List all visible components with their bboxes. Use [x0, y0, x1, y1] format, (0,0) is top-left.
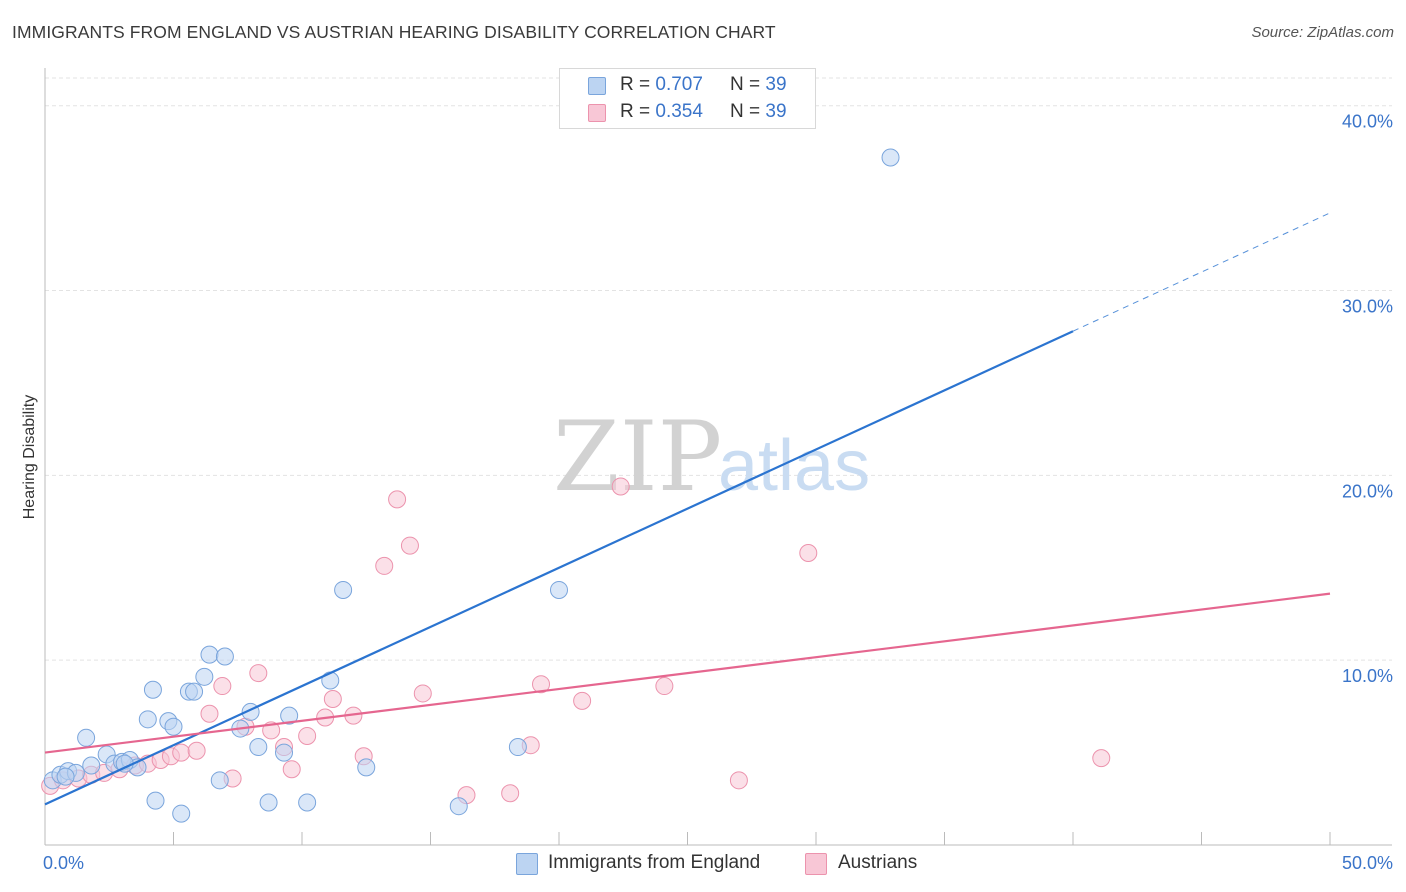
data-point-austrians: [213, 677, 232, 696]
data-point-austrians: [282, 760, 301, 779]
data-point-england: [550, 580, 568, 599]
data-point-austrians: [532, 675, 551, 694]
data-point-austrians: [375, 556, 394, 575]
watermark-atlas: atlas: [718, 426, 870, 506]
legend-label-england: Immigrants from England: [548, 852, 761, 873]
data-point-austrians: [799, 543, 818, 562]
n-label: N =: [730, 74, 766, 95]
watermark-zip: ZIP: [553, 401, 722, 513]
data-point-england: [508, 738, 527, 757]
data-point-england: [215, 647, 234, 666]
r-value: 0.707: [655, 74, 703, 95]
data-point-england: [275, 743, 294, 762]
y-tick-label: 30.0%: [1342, 297, 1393, 317]
legend-r-england: R = 0.707: [620, 74, 703, 96]
data-point-austrians: [400, 536, 419, 555]
data-point-england: [143, 680, 162, 699]
data-point-england: [172, 804, 191, 823]
trend-line-england: [44, 330, 1074, 806]
data-point-england: [77, 728, 96, 747]
data-point-england: [146, 791, 165, 810]
n-value: 39: [765, 74, 787, 95]
data-point-england: [881, 148, 900, 167]
x-tick-label: 0.0%: [43, 853, 84, 873]
data-point-england: [82, 756, 101, 775]
data-point-england: [357, 758, 376, 777]
data-point-austrians: [729, 771, 748, 790]
r-value: 0.354: [655, 101, 703, 122]
data-point-austrians: [200, 704, 219, 723]
data-point-austrians: [249, 664, 268, 683]
y-axis-label: Hearing Disability: [21, 395, 38, 520]
data-point-austrians: [573, 691, 592, 710]
legend-label-austrians: Austrians: [838, 852, 918, 873]
watermark: ZIP atlas: [553, 401, 870, 513]
legend-row-austrians: R = 0.354 N = 39: [560, 101, 815, 125]
legend-swatch-pink: [588, 104, 606, 122]
grid-lines: [45, 77, 1392, 661]
data-point-austrians: [1092, 749, 1111, 768]
source-credit: Source: ZipAtlas.com: [1251, 24, 1394, 41]
data-point-england: [200, 645, 219, 664]
data-point-england: [249, 738, 268, 757]
data-point-england: [449, 797, 468, 816]
data-point-austrians: [501, 784, 520, 803]
correlation-legend: R = 0.707 N = 39 R = 0.354 N = 39: [559, 68, 816, 129]
legend-row-england: R = 0.707 N = 39: [560, 74, 815, 98]
n-label: N =: [730, 101, 766, 122]
data-point-austrians: [298, 726, 317, 745]
axes: [44, 68, 1392, 846]
legend-swatch-blue: [588, 77, 606, 95]
data-point-england: [334, 580, 353, 599]
data-point-england: [56, 767, 75, 786]
data-point-austrians: [172, 743, 191, 762]
legend-r-austrians: R = 0.354: [620, 101, 703, 123]
n-value: 39: [765, 101, 787, 122]
data-point-austrians: [611, 477, 630, 496]
data-point-england: [185, 682, 204, 701]
legend-swatch-pink: [805, 853, 827, 875]
data-point-england: [321, 671, 340, 690]
data-point-england: [259, 793, 278, 812]
legend-n-austrians: N = 39: [730, 101, 787, 123]
y-tick-label: 20.0%: [1342, 481, 1393, 501]
data-point-england: [298, 793, 317, 812]
tick-labels: 10.0% 20.0% 30.0% 40.0% 0.0% 50.0%: [43, 112, 1393, 873]
legend-n-england: N = 39: [730, 74, 787, 96]
trend-line-england-extension: [1072, 212, 1331, 332]
chart-title: IMMIGRANTS FROM ENGLAND VS AUSTRIAN HEAR…: [12, 22, 776, 42]
r-label: R =: [620, 101, 656, 122]
data-point-austrians: [655, 677, 674, 696]
trend-line-austrians: [44, 592, 1331, 754]
data-point-austrians: [323, 689, 342, 708]
y-tick-label: 10.0%: [1342, 666, 1393, 686]
x-tick-label: 50.0%: [1342, 853, 1393, 873]
data-point-england: [195, 667, 214, 686]
series-england-points: [43, 148, 900, 823]
data-point-austrians: [413, 684, 432, 703]
legend-swatch-blue: [516, 853, 538, 875]
trend-lines: [44, 212, 1331, 806]
data-point-austrians: [388, 490, 407, 509]
data-point-england: [280, 706, 299, 725]
r-label: R =: [620, 74, 656, 95]
data-point-england: [164, 717, 183, 736]
data-point-austrians: [187, 741, 206, 760]
data-point-england: [210, 771, 229, 790]
y-tick-label: 40.0%: [1342, 112, 1393, 132]
data-point-england: [138, 710, 157, 729]
